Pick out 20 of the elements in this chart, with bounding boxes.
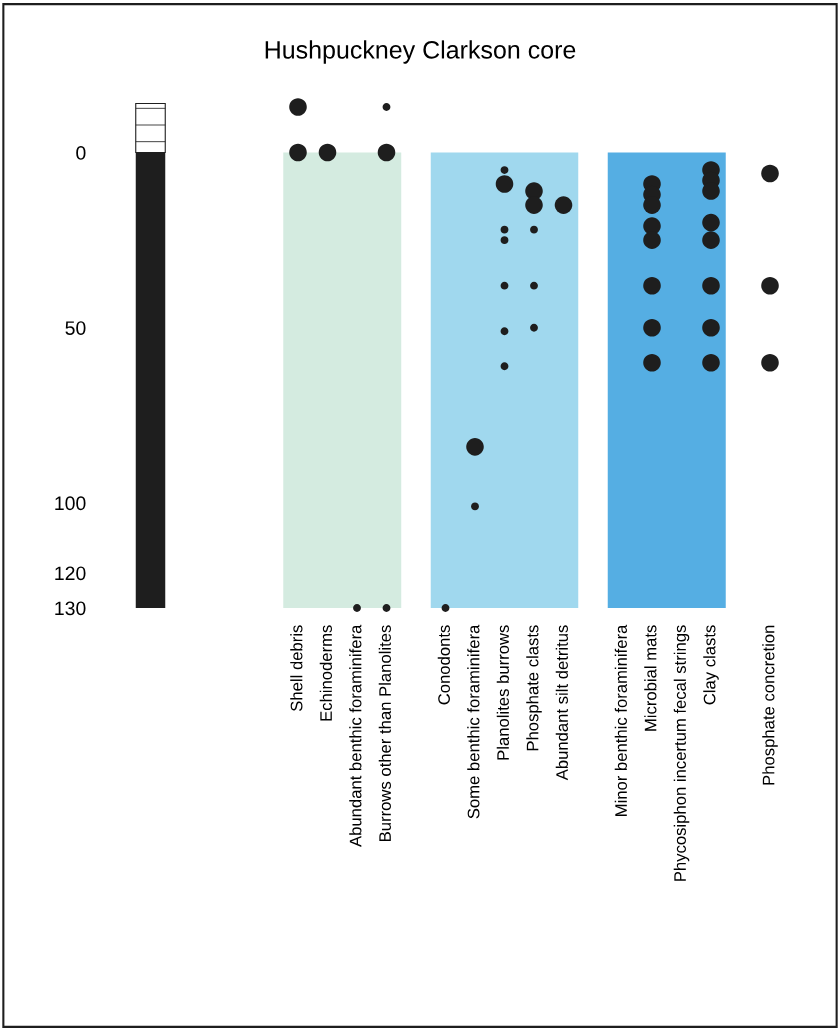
x-tick-label: Planolites burrows <box>496 625 509 760</box>
chart-title: Hushpuckney Clarkson core <box>265 40 576 64</box>
x-tick-label: Clay clasts <box>703 625 719 705</box>
y-tick-label: 100 <box>55 496 86 511</box>
x-tick-label: Some benthic foraminifera <box>467 624 480 819</box>
y-tick-label: 120 <box>55 566 86 581</box>
x-tick-label: Conodonts <box>437 625 450 705</box>
y-tick-label: 130 <box>55 601 86 616</box>
x-tick-label: Phycosiphon incertum fecal strings <box>673 625 690 881</box>
y-tick-label: 0 <box>76 146 86 160</box>
x-tick-label: Echinoderms <box>319 625 332 721</box>
y-tick-label: 50 <box>65 321 86 335</box>
x-tick-label: Phosphate clasts <box>526 625 542 751</box>
x-tick-label: Phosphate concretion <box>762 625 778 785</box>
x-tick-label: Abundant silt detritus <box>555 625 568 781</box>
x-tick-label: Minor benthic foraminifera <box>614 624 627 816</box>
x-tick-label: Burrows other than Planolites <box>378 625 391 841</box>
x-tick-label: Abundant benthic foraminifera <box>349 624 362 847</box>
x-tick-label: Microbial mats <box>644 625 657 731</box>
x-tick-label: Shell debris <box>290 625 303 711</box>
